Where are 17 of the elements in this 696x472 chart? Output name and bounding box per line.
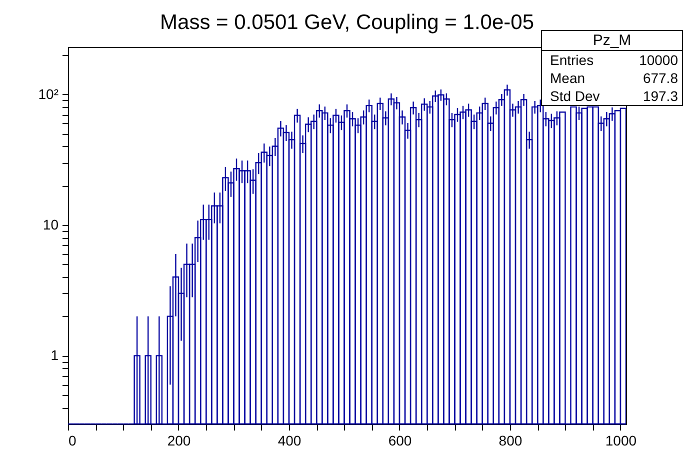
x-tick-label: 1000 <box>605 432 637 448</box>
annotation: Pz_M <box>542 31 682 51</box>
x-tick-label: 200 <box>167 432 191 448</box>
x-tick-label: 800 <box>498 432 522 448</box>
annotation: Entries <box>550 51 594 69</box>
y-tick-label: 1 <box>50 347 59 364</box>
text: 10000 <box>639 52 678 68</box>
chart-title: Mass = 0.0501 GeV, Coupling = 1.0e-05 <box>160 11 534 34</box>
y-tick-label: 10² <box>38 86 59 102</box>
annotation: Mean <box>550 69 586 87</box>
x-tick-label: 0 <box>68 432 76 448</box>
annotation: Std Dev <box>550 87 600 105</box>
text: 677.8 <box>642 70 678 86</box>
text: 197.3 <box>642 88 678 104</box>
y-tick-label: 10 <box>42 216 59 232</box>
x-tick-label: 600 <box>388 432 412 448</box>
x-tick-label: 400 <box>278 432 302 448</box>
